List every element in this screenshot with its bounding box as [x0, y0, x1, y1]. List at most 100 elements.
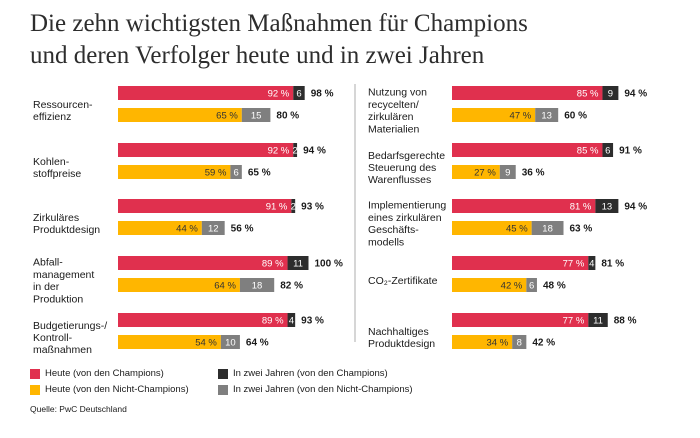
bar-champions-in-two-years: [588, 313, 608, 327]
data-label-non-champions-today: 44 %: [176, 224, 198, 235]
chart-title-line-1: Die zehn wichtigsten Maßnahmen für Champ…: [30, 10, 528, 37]
bar-non-champions-today: [118, 221, 202, 235]
legend-item: Heute (von den Champions): [30, 368, 164, 379]
bar-non-champions-today: [452, 165, 500, 179]
data-label-non-champions-in-two-years: 6: [233, 168, 238, 179]
bar-non-champions-in-two-years: [531, 221, 564, 235]
category-label: effizienz: [33, 111, 71, 123]
bar-non-champions-in-two-years: [239, 278, 275, 292]
legend-swatch: [30, 368, 40, 379]
chart-title: Die zehn wichtigsten Maßnahmen für Champ…: [30, 8, 690, 72]
bar-non-champions-today: [118, 335, 221, 349]
data-label-non-champions-in-two-years: 12: [208, 224, 219, 235]
category-label: Produktdesign: [368, 338, 435, 350]
data-label-champions-in-two-years: 9: [608, 89, 613, 100]
bar-non-champions-today: [452, 278, 527, 292]
data-label-non-champions-in-two-years: 10: [225, 338, 236, 349]
data-label-champions-total: 94 %: [303, 146, 326, 157]
data-label-non-champions-total: 80 %: [276, 111, 299, 122]
data-label-champions-today: 92 %: [268, 146, 290, 157]
data-label-champions-today: 89 %: [262, 259, 284, 270]
data-label-non-champions-today: 65 %: [216, 111, 238, 122]
data-label-champions-in-two-years: 4: [289, 316, 294, 327]
data-label-champions-total: 100 %: [315, 259, 343, 270]
category-label: stoffpreise: [33, 168, 81, 180]
data-label-non-champions-total: 48 %: [543, 281, 566, 292]
category-label: zirkulären: [368, 111, 414, 123]
category-label: recycelten/: [368, 99, 419, 111]
category-label: Zirkuläres: [33, 212, 79, 224]
data-label-champions-total: 93 %: [301, 316, 324, 327]
bar-champions-today: [452, 199, 596, 213]
category-label: Kontroll-: [33, 332, 73, 344]
data-label-champions-total: 94 %: [624, 202, 647, 213]
category-label: Geschäfts-: [368, 224, 419, 236]
data-label-champions-in-two-years: 6: [296, 89, 301, 100]
data-label-champions-today: 91 %: [266, 202, 288, 213]
legend-item: In zwei Jahren (von den Champions): [218, 368, 388, 379]
category-label: Materialien: [368, 123, 420, 135]
legend-label: Heute (von den Champions): [45, 368, 164, 379]
bar-champions-in-two-years: [287, 256, 309, 270]
data-label-champions-total: 91 %: [619, 146, 642, 157]
bar-champions-today: [118, 199, 292, 213]
category-label: Kohlen-: [33, 156, 70, 168]
data-label-champions-today: 85 %: [577, 146, 599, 157]
category-label: management: [33, 269, 94, 281]
data-label-non-champions-total: 42 %: [532, 338, 555, 349]
legend-item: Heute (von den Nicht-Champions): [30, 384, 189, 395]
data-label-non-champions-total: 36 %: [522, 168, 545, 179]
data-label-non-champions-in-two-years: 9: [505, 168, 510, 179]
data-label-champions-in-two-years: 2: [291, 202, 296, 213]
data-label-champions-total: 88 %: [614, 316, 637, 327]
bar-non-champions-today: [118, 165, 231, 179]
category-label: Produktdesign: [33, 224, 100, 236]
category-label: Bedarfsgerechte: [368, 150, 445, 162]
data-label-champions-in-two-years: 11: [293, 259, 303, 270]
data-label-non-champions-total: 82 %: [280, 281, 303, 292]
legend-swatch: [30, 384, 40, 395]
source-note: Quelle: PwC Deutschland: [30, 404, 127, 414]
data-label-champions-in-two-years: 4: [589, 259, 594, 270]
data-label-non-champions-today: 45 %: [506, 224, 528, 235]
data-label-non-champions-total: 63 %: [570, 224, 593, 235]
category-label: Implementierung: [368, 200, 446, 212]
data-label-champions-today: 81 %: [570, 202, 592, 213]
data-label-non-champions-in-two-years: 8: [517, 338, 522, 349]
category-label: Ressourcen-: [33, 99, 93, 111]
data-label-champions-total: 93 %: [301, 202, 324, 213]
data-label-champions-in-two-years: 6: [605, 146, 610, 157]
bar-champions-today: [452, 313, 589, 327]
data-label-champions-in-two-years: 13: [602, 202, 613, 213]
data-label-champions-total: 98 %: [311, 89, 334, 100]
legend-label: Heute (von den Nicht-Champions): [45, 384, 189, 395]
data-label-non-champions-total: 56 %: [231, 224, 254, 235]
data-label-non-champions-today: 47 %: [510, 111, 532, 122]
data-label-non-champions-today: 59 %: [205, 168, 227, 179]
legend-swatch: [218, 368, 228, 379]
bar-non-champions-in-two-years: [201, 221, 225, 235]
data-label-non-champions-in-two-years: 18: [542, 224, 553, 235]
data-label-non-champions-in-two-years: 15: [251, 111, 262, 122]
data-label-champions-total: 94 %: [624, 89, 647, 100]
category-label: Warenflusses: [368, 174, 431, 186]
bar-non-champions-today: [118, 278, 240, 292]
bar-champions-in-two-years: [293, 86, 305, 100]
data-label-non-champions-in-two-years: 13: [541, 111, 552, 122]
bar-champions-in-two-years: [293, 143, 298, 157]
legend-swatch: [218, 384, 228, 395]
category-label: Steuerung des: [368, 162, 436, 174]
bar-champions-today: [118, 256, 288, 270]
bar-non-champions-in-two-years: [535, 108, 559, 122]
bar-non-champions-in-two-years: [499, 165, 516, 179]
data-label-non-champions-today: 34 %: [487, 338, 509, 349]
legend: Heute (von den Champions) In zwei Jahren …: [30, 368, 630, 404]
bar-non-champions-in-two-years: [512, 335, 527, 349]
legend-label: In zwei Jahren (von den Champions): [233, 368, 388, 379]
data-label-non-champions-in-two-years: 6: [529, 281, 534, 292]
bar-champions-in-two-years: [287, 313, 296, 327]
bar-champions-in-two-years: [291, 199, 296, 213]
legend-item: In zwei Jahren (von den Nicht-Champions): [218, 384, 413, 395]
bar-non-champions-in-two-years: [230, 165, 242, 179]
